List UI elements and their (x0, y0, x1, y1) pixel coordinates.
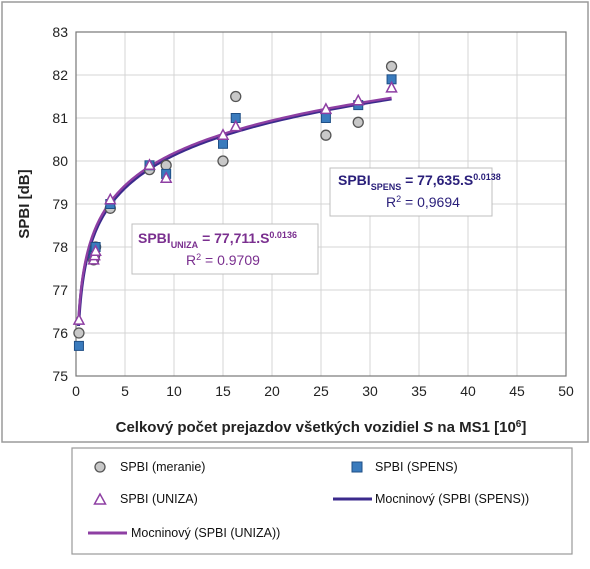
point-meranie (217, 155, 229, 167)
x-tick-label: 15 (215, 383, 231, 399)
fit-line-uniza (77, 96, 392, 322)
x-tick-label: 5 (121, 383, 129, 399)
data-markers (72, 60, 398, 351)
point-uniza (104, 192, 117, 205)
y-tick-label: 76 (52, 325, 68, 341)
legend-marker-spens (351, 461, 363, 473)
point-uniza (89, 244, 102, 257)
x-tick-label: 45 (509, 383, 525, 399)
x-tick-label: 40 (460, 383, 476, 399)
y-tick-labels: 75 76 77 78 79 80 81 82 83 (52, 24, 68, 384)
legend-marker-uniza (93, 492, 107, 505)
legend-label-fit-spens: Mocninový (SPBI (SPENS)) (375, 492, 529, 506)
legend-box (71, 447, 573, 555)
point-uniza (72, 312, 86, 325)
y-tick-label: 80 (52, 153, 68, 169)
x-tick-label: 50 (558, 383, 574, 399)
point-spens (218, 138, 228, 149)
plot-area (75, 31, 567, 377)
point-spens (73, 340, 84, 351)
y-tick-label: 78 (52, 239, 68, 255)
point-meranie (160, 159, 172, 171)
fit-lines (76, 96, 392, 327)
y-tick-label: 83 (52, 24, 68, 40)
legend: SPBI (meranie) SPBI (SPENS) SPBI (UNIZA)… (71, 447, 573, 555)
point-spens (320, 113, 331, 123)
legend-label-fit-uniza: Mocninový (SPBI (UNIZA)) (131, 526, 280, 540)
legend-marker-meranie (94, 461, 106, 473)
svg-text:R2 = 0.9709: R2 = 0.9709 (186, 252, 260, 268)
x-tick-label: 25 (313, 383, 329, 399)
x-axis-title: Celkový počet prejazdov všetkých vozidie… (116, 419, 527, 437)
x-tick-labels: 0 5 10 15 20 25 30 35 40 45 50 (72, 383, 574, 399)
annotation-uniza: SPBIUNIZA = 77,711.S0.0136 R2 = 0.9709 (131, 223, 319, 275)
point-uniza (319, 102, 333, 115)
svg-text:SPBIUNIZA = 77,711.S0.0136: SPBIUNIZA = 77,711.S0.0136 (138, 230, 297, 250)
point-meranie (320, 129, 332, 141)
point-meranie (352, 116, 364, 128)
point-uniza (351, 93, 365, 106)
y-axis-title: SPBI [dB] (16, 169, 33, 238)
y-tick-label: 81 (52, 110, 68, 126)
point-meranie (385, 60, 398, 73)
annotation-spens: SPBISPENS = 77,635.S0.0138 R2 = 0,9694 (329, 167, 501, 217)
legend-label-meranie: SPBI (meranie) (120, 460, 205, 474)
y-tick-label: 75 (52, 368, 68, 384)
point-uniza (143, 158, 156, 171)
point-uniza (216, 128, 230, 140)
point-uniza (385, 80, 398, 93)
svg-text:SPBISPENS = 77,635.S0.0138: SPBISPENS = 77,635.S0.0138 (338, 172, 501, 192)
y-tick-label: 77 (52, 282, 68, 298)
point-uniza (229, 119, 242, 132)
x-tick-label: 10 (166, 383, 182, 399)
x-tick-label: 0 (72, 383, 80, 399)
y-tick-label: 79 (52, 196, 68, 212)
x-tick-label: 30 (362, 383, 378, 399)
point-uniza (159, 171, 173, 183)
x-tick-label: 20 (264, 383, 280, 399)
legend-label-spens: SPBI (SPENS) (375, 460, 458, 474)
y-tick-label: 82 (52, 67, 68, 83)
x-tick-label: 35 (411, 383, 427, 399)
point-meranie (73, 327, 85, 339)
legend-label-uniza: SPBI (UNIZA) (120, 492, 198, 506)
point-meranie (230, 90, 242, 103)
svg-text:R2 = 0,9694: R2 = 0,9694 (386, 194, 460, 210)
